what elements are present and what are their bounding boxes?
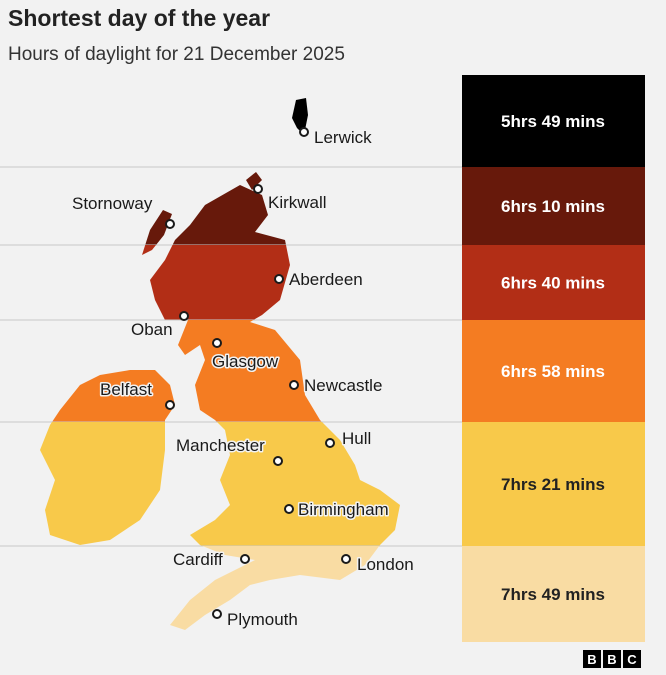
city-label: Lerwick [314,128,372,147]
legend-swatch [462,422,645,546]
city-label: Aberdeen [289,270,363,289]
city-marker [165,400,175,410]
city-label: Plymouth [227,610,298,629]
legend-swatch [462,167,645,245]
city-label: Belfast [100,380,152,399]
legend-label: 6hrs 40 mins [501,274,605,293]
city-label: Oban [131,320,173,339]
legend-label: 6hrs 58 mins [501,362,605,381]
city-marker [212,338,222,348]
city-label: Manchester [176,436,265,455]
city-label: London [357,555,414,574]
city-label: Cardiff [173,550,223,569]
logo-letter: B [607,652,616,667]
legend-label: 5hrs 49 mins [501,112,605,131]
legend-swatch [462,320,645,422]
city-label: Birmingham [298,500,389,519]
legend-label: 6hrs 10 mins [501,197,605,216]
legend-label: 7hrs 21 mins [501,475,605,494]
city-marker [179,311,189,321]
city-marker [325,438,335,448]
city-marker [289,380,299,390]
city-marker [165,219,175,229]
logo-box [623,650,641,668]
city-marker [284,504,294,514]
city-marker [240,554,250,564]
logo-letter: C [627,652,637,667]
logo-letter: B [587,652,596,667]
legend-swatch [462,245,645,320]
city-marker [274,274,284,284]
cities: Lerwick Kirkwall Stornoway Aberdeen Oban… [71,127,416,631]
logo-box [583,650,601,668]
city-marker [273,456,283,466]
subtitle: Hours of daylight for 21 December 2025 [8,44,345,65]
city-marker [212,609,222,619]
title: Shortest day of the year [8,5,270,31]
city-label: Kirkwall [268,193,327,212]
city-label: Newcastle [304,376,382,395]
legend-label: 7hrs 49 mins [501,585,605,604]
bands: 5hrs 49 mins 6hrs 10 mins 6hrs 40 mins 6hrs… [0,75,645,642]
legend-swatch [462,75,645,167]
city-marker [253,184,263,194]
city-label: Hull [342,429,371,448]
city-label: Stornoway [72,194,153,213]
city-label: Glasgow [212,352,279,371]
logo-box [603,650,621,668]
city-marker [341,554,351,564]
city-marker [299,127,309,137]
legend-swatch [462,546,645,642]
